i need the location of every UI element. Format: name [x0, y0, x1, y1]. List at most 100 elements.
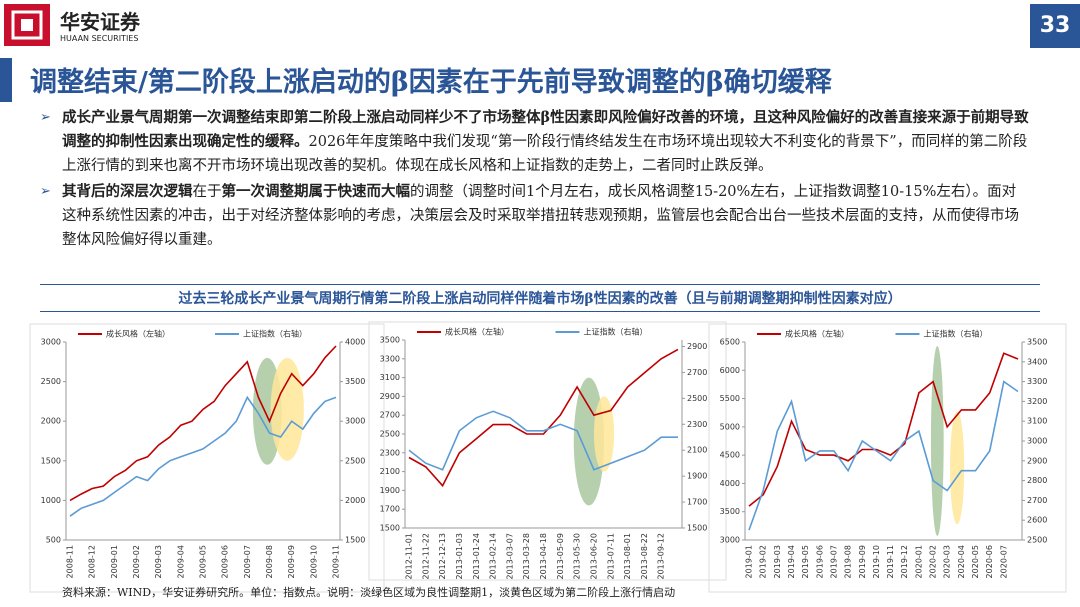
y-tick-label: 2300 [380, 448, 400, 457]
y-tick-label: 3100 [380, 373, 400, 382]
y2-tick-label: 2700 [687, 368, 707, 377]
y2-tick-label: 3100 [1027, 417, 1047, 426]
y-tick-label: 1500 [380, 524, 400, 533]
x-tick-label: 2020-05 [971, 545, 980, 578]
x-tick-label: 2019-05 [801, 545, 810, 578]
series-line [408, 410, 678, 471]
bullet-text: 成长产业景气周期第一次调整结束即第二阶段上涨启动同样少不了市场整体β性因素即风险… [62, 109, 1029, 150]
y-tick-label: 2900 [380, 392, 400, 401]
x-tick-label: 2009-08 [265, 545, 274, 578]
y2-tick-label: 3300 [1027, 377, 1047, 386]
y2-tick-label: 3500 [1027, 338, 1047, 347]
x-tick-label: 2019-01 [745, 545, 754, 578]
y-tick-label: 3500 [380, 336, 400, 345]
plot-frame [368, 321, 727, 581]
x-tick-label: 2009-06 [221, 545, 230, 578]
y2-tick-label: 3000 [1027, 437, 1047, 446]
legend-label: 成长风格（左轴） [106, 329, 170, 339]
y2-tick-label: 3400 [1027, 357, 1047, 366]
y-tick-label: 500 [46, 536, 61, 545]
series-line [69, 395, 337, 517]
brand: 华安证券 [60, 10, 140, 34]
plot-frame [708, 323, 1067, 593]
y-tick-label: 2000 [41, 417, 61, 426]
highlight [270, 357, 304, 461]
bullets: 成长产业景气周期第一次调整结束即第二阶段上涨启动同样少不了市场整体β性因素即风险… [40, 106, 1030, 254]
x-tick-label: 2013-06-20 [589, 533, 598, 580]
x-tick-label: 2020-07 [999, 545, 1008, 578]
x-tick-label: 2013-08-22 [640, 533, 649, 580]
series-line [748, 380, 1019, 531]
legend-label: 成长风格（左轴） [445, 327, 509, 337]
bullet-text: 其背后的深层次逻辑 [62, 183, 193, 200]
x-tick-label: 2019-12 [900, 545, 909, 578]
x-tick-label: 2013-05-30 [573, 533, 582, 580]
x-tick-label: 2019-06 [815, 545, 824, 578]
x-tick-label: 2009-02 [132, 545, 141, 578]
y2-tick-label: 3500 [345, 377, 365, 386]
bullet: 其背后的深层次逻辑在于第一次调整期属于快速而大幅的调整（调整时间1个月左右，成长… [40, 180, 1030, 252]
x-tick-label: 2009-01 [110, 545, 119, 578]
y2-tick-label: 2900 [1027, 456, 1047, 465]
y-tick-label: 6500 [720, 338, 740, 347]
y-tick-label: 6000 [720, 366, 740, 375]
logo-mark [11, 10, 43, 40]
x-tick-label: 2019-08 [844, 545, 853, 578]
y2-tick-label: 2500 [1027, 536, 1047, 545]
y2-tick-label: 2800 [1027, 476, 1047, 485]
x-tick-label: 2019-11 [886, 545, 895, 578]
bullet-text: 在于 [192, 184, 222, 200]
brand-en: HUAAN SECURITIES [60, 34, 139, 43]
bullet-text: 2026年年度策略中我们发现“第一阶段行情终结发生在市场环境出现较大不利变化的背… [62, 134, 1028, 174]
bullet: 成长产业景气周期第一次调整结束即第二阶段上涨启动同样少不了市场整体β性因素即风险… [40, 106, 1030, 178]
x-tick-label: 2009-03 [154, 545, 163, 578]
title-bar [0, 58, 12, 102]
caption: 过去三轮成长产业景气周期行情第二阶段上涨启动同样伴随着市场β性因素的改善（且与前… [40, 284, 1040, 312]
y-tick-label: 1000 [41, 496, 61, 505]
x-tick-label: 2012-12-13 [438, 533, 447, 580]
x-tick-label: 2019-02 [759, 545, 768, 578]
highlight [950, 411, 965, 525]
x-tick-label: 2009-04 [176, 545, 185, 578]
plot-frame [29, 323, 385, 593]
x-tick-label: 2008-12 [88, 545, 97, 578]
y2-tick-label: 2500 [687, 394, 707, 403]
legend-label: 上证指数（右轴） [584, 327, 648, 337]
x-tick-label: 2019-10 [872, 545, 881, 578]
x-tick-label: 2009-05 [199, 545, 208, 578]
y2-tick-label: 2500 [345, 456, 365, 465]
x-tick-label: 2009-11 [332, 545, 341, 578]
x-tick-label: 2013-07-11 [606, 533, 615, 580]
y-tick-label: 2100 [380, 467, 400, 476]
y2-tick-label: 2700 [1027, 496, 1047, 505]
series-line [408, 348, 679, 488]
x-tick-label: 2013-01-24 [472, 533, 481, 580]
x-tick-label: 2012-11-22 [421, 533, 430, 580]
y2-tick-label: 1900 [687, 472, 707, 481]
x-tick-label: 2009-07 [243, 545, 252, 578]
legend-label: 成长风格（左轴） [785, 329, 849, 339]
title: 调整结束/第二阶段上涨启动的β因素在于先前导致调整的β确切缓释 [30, 67, 832, 98]
y-tick-label: 4000 [720, 479, 740, 488]
x-tick-label: 2013-09-12 [657, 533, 666, 580]
y2-tick-label: 2000 [345, 496, 365, 505]
x-tick-label: 2013-03-28 [522, 533, 531, 580]
y2-tick-label: 2900 [687, 342, 707, 351]
x-tick-label: 2013-01-03 [455, 533, 464, 580]
legend-label: 上证指数（右轴） [924, 329, 988, 339]
legend-label: 上证指数（右轴） [243, 329, 307, 339]
logo-mark [21, 19, 33, 31]
series-line [69, 345, 337, 502]
x-tick-label: 2020-06 [985, 545, 994, 578]
highlight [930, 345, 944, 537]
y2-tick-label: 1500 [345, 536, 365, 545]
x-tick-label: 2009-10 [309, 545, 318, 578]
x-tick-label: 2019-09 [858, 545, 867, 578]
x-tick-label: 2013-05-09 [556, 533, 565, 580]
y-tick-label: 1900 [380, 486, 400, 495]
y2-tick-label: 1500 [687, 524, 707, 533]
y2-tick-label: 1700 [687, 498, 707, 507]
y-tick-label: 5000 [720, 422, 740, 431]
x-tick-label: 2019-03 [773, 545, 782, 578]
